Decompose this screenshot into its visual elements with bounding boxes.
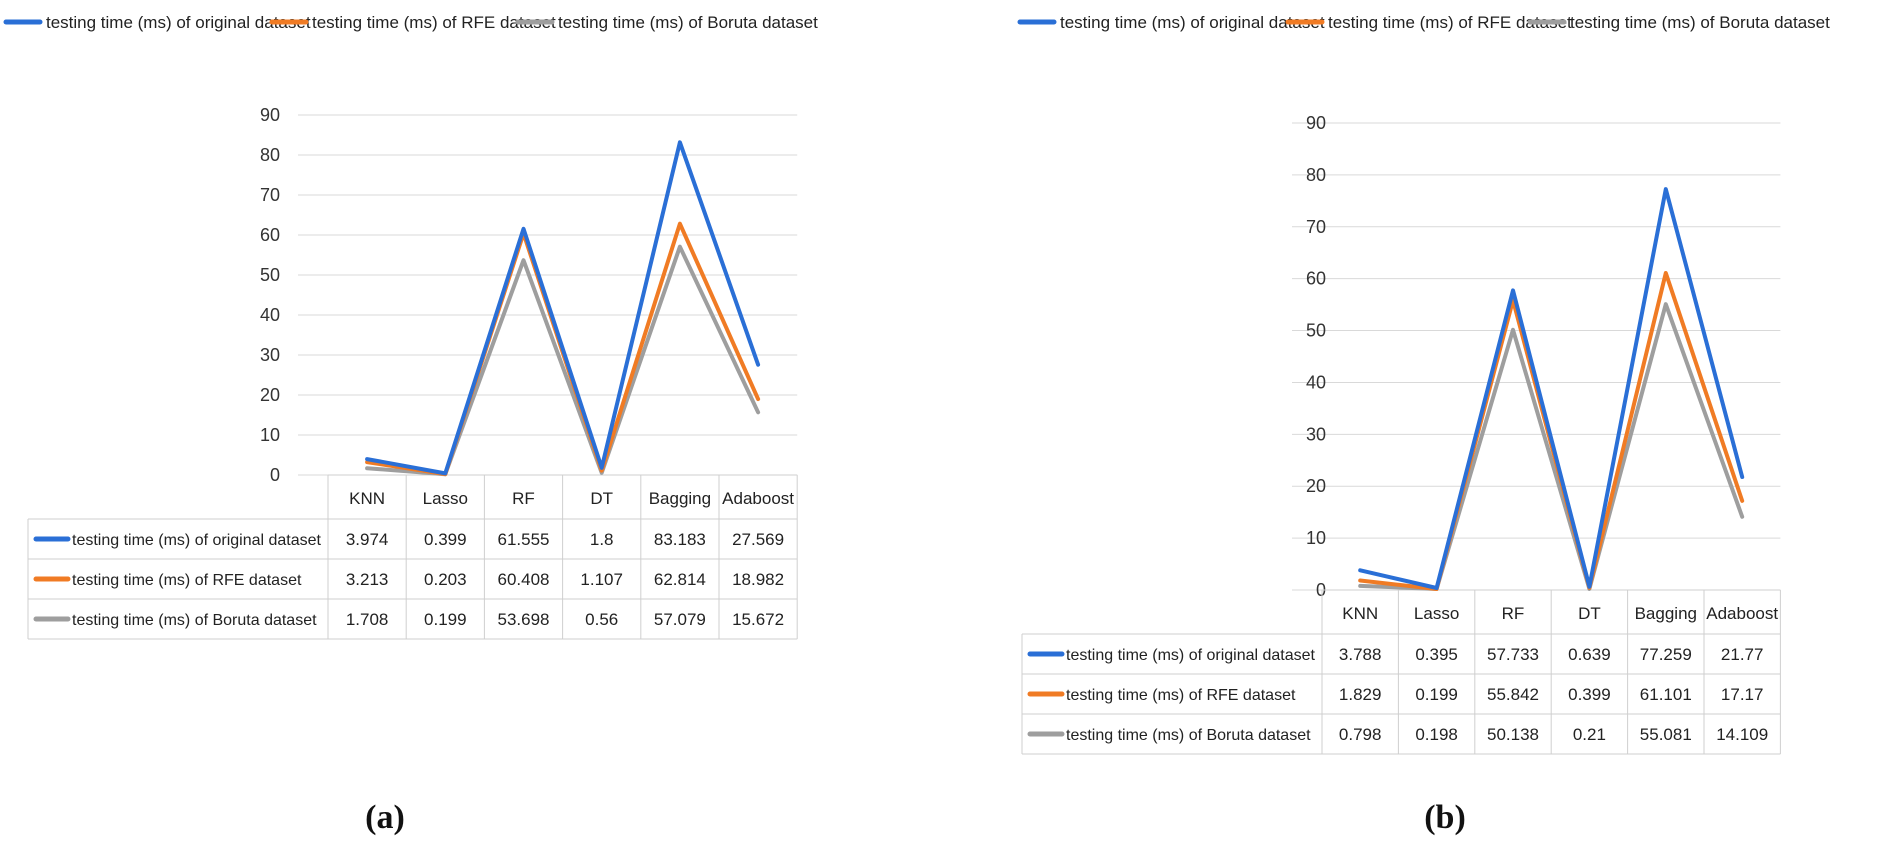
table-value: 1.8 <box>590 530 614 549</box>
table-value: 1.829 <box>1339 685 1382 704</box>
table-value: 61.101 <box>1640 685 1692 704</box>
table-value: 57.079 <box>654 610 706 629</box>
table-value: 1.107 <box>580 570 623 589</box>
table-value: 50.138 <box>1487 725 1539 744</box>
table-value: 55.842 <box>1487 685 1539 704</box>
y-tick-label: 20 <box>260 385 280 405</box>
legend-label-0: testing time (ms) of original dataset <box>46 13 311 32</box>
table-series-name-0: testing time (ms) of original dataset <box>72 532 322 549</box>
y-tick-label: 40 <box>260 305 280 325</box>
y-tick-label: 90 <box>1306 113 1326 133</box>
y-tick-label: 10 <box>260 425 280 445</box>
x-category-label: KNN <box>1342 604 1378 623</box>
table-value: 0.56 <box>585 610 618 629</box>
table-value: 61.555 <box>498 530 550 549</box>
y-tick-label: 10 <box>1306 528 1326 548</box>
series-line-2 <box>365 244 761 477</box>
y-tick-label: 0 <box>270 465 280 485</box>
legend-label-1: testing time (ms) of RFE dataset <box>1328 13 1572 32</box>
table-value: 0.199 <box>1415 685 1458 704</box>
table-series-name-2: testing time (ms) of Boruta dataset <box>1066 727 1311 744</box>
x-category-label: DT <box>1578 604 1601 623</box>
table-series-name-1: testing time (ms) of RFE dataset <box>72 572 302 589</box>
x-category-label: Bagging <box>1635 604 1697 623</box>
y-tick-label: 60 <box>1306 269 1326 289</box>
table-value: 55.081 <box>1640 725 1692 744</box>
x-category-label: RF <box>512 489 535 508</box>
table-series-name-0: testing time (ms) of original dataset <box>1066 647 1316 664</box>
table-value: 0.21 <box>1573 725 1606 744</box>
table-value: 62.814 <box>654 570 706 589</box>
y-tick-label: 50 <box>1306 321 1326 341</box>
y-tick-label: 30 <box>1306 424 1326 444</box>
series-line-0 <box>365 140 761 476</box>
table-series-name-2: testing time (ms) of Boruta dataset <box>72 612 317 629</box>
table-value: 0.399 <box>424 530 467 549</box>
table-value: 1.708 <box>346 610 389 629</box>
y-tick-label: 40 <box>1306 372 1326 392</box>
x-category-label: KNN <box>349 489 385 508</box>
panel-b: testing time (ms) of original dataset tes… <box>1017 13 1830 836</box>
y-tick-label: 80 <box>1306 165 1326 185</box>
table-value: 83.183 <box>654 530 706 549</box>
table-value: 53.698 <box>498 610 550 629</box>
table-value: 0.798 <box>1339 725 1382 744</box>
table-value: 21.77 <box>1721 645 1764 664</box>
table-value: 14.109 <box>1716 725 1768 744</box>
panel-a: testing time (ms) of original dataset tes… <box>3 13 818 836</box>
x-category-label: Lasso <box>423 489 468 508</box>
legend-label-2: testing time (ms) of Boruta dataset <box>1570 13 1830 32</box>
x-category-label: DT <box>590 489 613 508</box>
table-value: 18.982 <box>732 570 784 589</box>
legend-label-2: testing time (ms) of Boruta dataset <box>558 13 818 32</box>
y-tick-label: 80 <box>260 145 280 165</box>
y-tick-label: 70 <box>260 185 280 205</box>
legend-label-1: testing time (ms) of RFE dataset <box>312 13 556 32</box>
legend-label-0: testing time (ms) of original dataset <box>1060 13 1325 32</box>
table-value: 15.672 <box>732 610 784 629</box>
table-value: 17.17 <box>1721 685 1764 704</box>
y-tick-label: 70 <box>1306 217 1326 237</box>
x-category-label: Bagging <box>649 489 711 508</box>
table-value: 0.399 <box>1568 685 1611 704</box>
table-value: 57.733 <box>1487 645 1539 664</box>
table-value: 0.395 <box>1415 645 1458 664</box>
y-tick-label: 60 <box>260 225 280 245</box>
y-tick-label: 90 <box>260 105 280 125</box>
panel-label: (b) <box>1424 799 1466 836</box>
x-category-label: RF <box>1502 604 1525 623</box>
table-value: 3.974 <box>346 530 389 549</box>
y-tick-label: 0 <box>1316 580 1326 600</box>
x-category-label: Lasso <box>1414 604 1459 623</box>
table-value: 0.203 <box>424 570 467 589</box>
y-tick-label: 20 <box>1306 476 1326 496</box>
table-value: 0.199 <box>424 610 467 629</box>
panel-label: (a) <box>365 799 405 836</box>
table-value: 77.259 <box>1640 645 1692 664</box>
x-category-label: Adaboost <box>1706 604 1778 623</box>
y-tick-label: 30 <box>260 345 280 365</box>
table-series-name-1: testing time (ms) of RFE dataset <box>1066 687 1296 704</box>
table-value: 60.408 <box>498 570 550 589</box>
y-tick-label: 50 <box>260 265 280 285</box>
table-value: 0.639 <box>1568 645 1611 664</box>
table-value: 0.198 <box>1415 725 1458 744</box>
table-value: 3.788 <box>1339 645 1382 664</box>
table-value: 27.569 <box>732 530 784 549</box>
table-value: 3.213 <box>346 570 389 589</box>
series-line-0 <box>1358 187 1745 590</box>
x-category-label: Adaboost <box>722 489 794 508</box>
